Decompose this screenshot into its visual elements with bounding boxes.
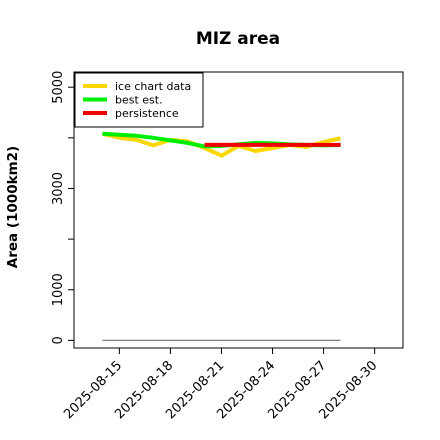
y-tick-label: 1000 [51,273,66,306]
y-tick-label: 3000 [51,172,66,205]
plot-frame [73,71,404,349]
y-axis-label: Area (1000km2) [5,146,21,268]
legend-label-ice-chart-data: ice chart data [115,80,191,93]
y-tick-label: 0 [51,336,66,344]
chart-title: MIZ area [196,29,280,49]
y-tick-label: 5000 [51,71,66,104]
series-lines [101,131,342,341]
legend-label-best-est: best est. [115,94,163,107]
legend-label-persistence: persistence [115,107,179,120]
